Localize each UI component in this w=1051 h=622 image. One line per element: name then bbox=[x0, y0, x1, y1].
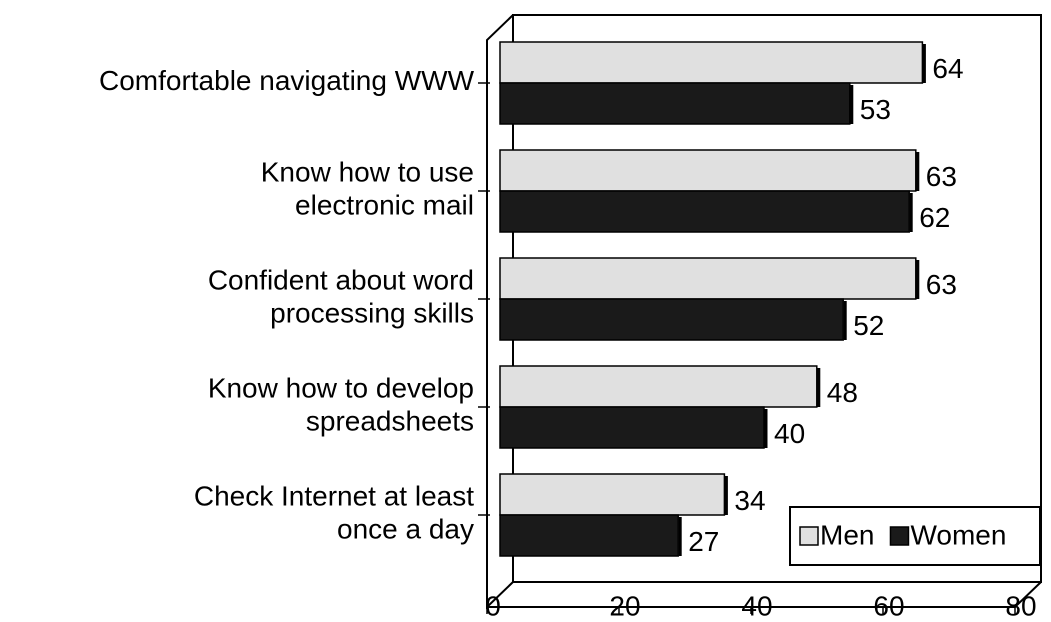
data-label: 64 bbox=[932, 53, 963, 84]
category-label: Comfortable navigating WWW bbox=[99, 65, 475, 96]
bar bbox=[499, 406, 765, 449]
side-wall bbox=[486, 14, 514, 610]
category-label: Confident about word processing skills bbox=[208, 265, 474, 329]
x-tick-label: 40 bbox=[741, 590, 772, 621]
category-label-line: Comfortable navigating WWW bbox=[99, 65, 475, 96]
bar bbox=[499, 149, 917, 192]
category-label-line: spreadsheets bbox=[306, 406, 474, 437]
bar bbox=[499, 82, 851, 125]
legend-swatch bbox=[799, 526, 819, 546]
category-label: Know how to use electronic mail bbox=[261, 157, 474, 221]
data-label: 63 bbox=[926, 269, 957, 300]
data-label: 52 bbox=[853, 310, 884, 341]
bar bbox=[499, 473, 726, 516]
category-label-line: processing skills bbox=[270, 298, 474, 329]
bar bbox=[499, 514, 679, 557]
category-label: Know how to develop spreadsheets bbox=[208, 373, 474, 437]
data-label: 48 bbox=[827, 377, 858, 408]
x-tick-label: 60 bbox=[873, 590, 904, 621]
x-tick-label: 20 bbox=[609, 590, 640, 621]
data-label: 27 bbox=[688, 526, 719, 557]
bar bbox=[499, 298, 844, 341]
legend-label: Men bbox=[820, 519, 874, 550]
category-label-line: electronic mail bbox=[295, 190, 474, 221]
x-tick-label: 0 bbox=[485, 590, 501, 621]
data-label: 40 bbox=[774, 418, 805, 449]
legend-swatch bbox=[889, 526, 910, 546]
category-label-line: Check Internet at least bbox=[194, 481, 474, 512]
category-label-line: Confident about word bbox=[208, 265, 474, 296]
x-tick-label: 80 bbox=[1005, 590, 1036, 621]
category-label-line: once a day bbox=[337, 514, 474, 545]
bar bbox=[499, 257, 917, 300]
legend-label: Women bbox=[910, 519, 1006, 550]
bar bbox=[499, 41, 924, 84]
category-label-line: Know how to use bbox=[261, 157, 474, 188]
legend bbox=[789, 506, 1041, 566]
data-label: 63 bbox=[926, 161, 957, 192]
category-label-line: Know how to develop bbox=[208, 373, 474, 404]
data-label: 53 bbox=[860, 94, 891, 125]
category-label: Check Internet at least once a day bbox=[194, 481, 474, 545]
data-label: 62 bbox=[919, 202, 950, 233]
data-label: 34 bbox=[734, 485, 765, 516]
bar bbox=[499, 365, 818, 408]
bar bbox=[499, 190, 910, 233]
